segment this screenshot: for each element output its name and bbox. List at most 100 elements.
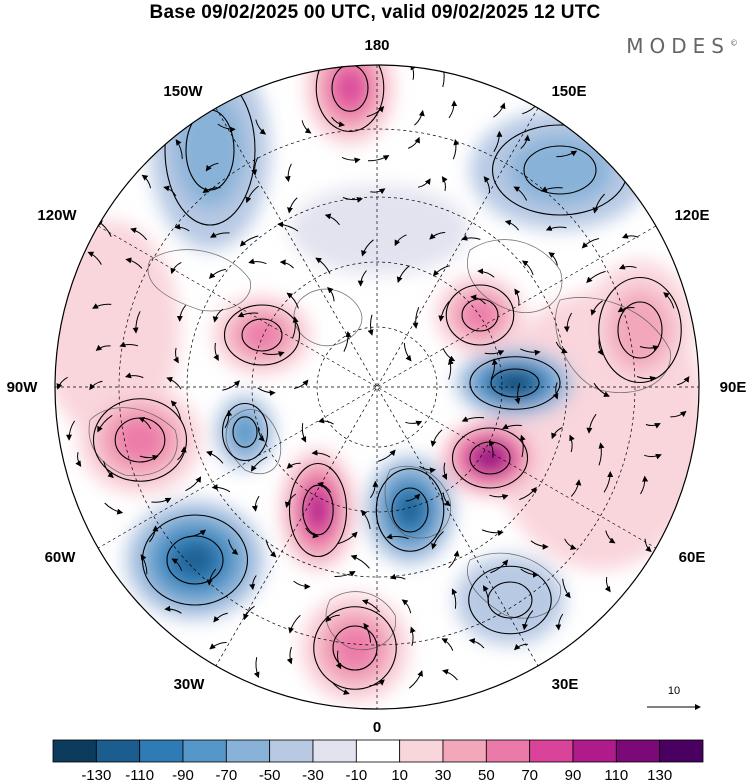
lon-label-90e: 90E [720, 379, 747, 396]
colorbar-swatch [225, 739, 271, 763]
colorbar-swatch [139, 739, 184, 763]
wind-arrow [166, 376, 182, 390]
wind-arrow [586, 270, 606, 284]
wind-arrow [104, 502, 124, 515]
anomaly-center [335, 69, 365, 107]
wind-arrow [461, 234, 481, 241]
wind-arrow [237, 311, 259, 318]
wind-arrow [644, 453, 662, 460]
wind-arrow [386, 533, 409, 540]
wind-arrow [430, 429, 443, 447]
wind-arrow [286, 292, 299, 309]
anomaly-contour [461, 298, 499, 332]
anomaly-contour [232, 416, 258, 448]
wind-arrow [504, 219, 520, 231]
wind-arrow [360, 509, 371, 529]
colorbar-swatch [269, 739, 314, 763]
wind-arrow [338, 531, 358, 545]
wind-arrow [311, 449, 331, 458]
wind-arrow [228, 539, 239, 555]
wind-arrow [56, 376, 68, 390]
colorbar-swatch [182, 739, 227, 763]
wind-arrow [636, 375, 657, 382]
wind-arrow [315, 257, 331, 274]
colorbar-tick-label: 110 [604, 767, 628, 783]
wind-arrow [493, 102, 506, 118]
meridian [97, 225, 657, 549]
wind-arrow [556, 150, 578, 158]
lon-label-60w: 60W [45, 549, 77, 566]
wind-arrow [119, 341, 139, 348]
wind-arrow [334, 571, 356, 578]
wind-arrow [350, 554, 370, 569]
wind-arrow [367, 155, 390, 162]
wind-arrow [287, 197, 298, 214]
wind-arrow [341, 156, 361, 164]
wind-arrow [209, 268, 226, 279]
wind-arrow [175, 139, 183, 160]
lon-label-180: 180 [364, 37, 389, 54]
colorbar-tick-label: -70 [215, 767, 237, 783]
colorbar-tick-label: 10 [391, 767, 408, 783]
wind-arrow [419, 465, 436, 474]
wind-arrow [519, 434, 526, 458]
wind-arrow [174, 223, 190, 232]
wind-arrow [530, 540, 549, 550]
wind-arrow [262, 351, 285, 357]
wind-arrow [185, 476, 202, 492]
brand-logo: MODES© [626, 34, 738, 58]
wind-arrow [502, 423, 522, 430]
wind-arrow [257, 426, 265, 442]
anomaly-contour [391, 487, 429, 533]
wind-arrow [249, 575, 257, 591]
wind-arrow [363, 622, 371, 643]
wind-arrow [163, 185, 177, 197]
wind-arrow [95, 344, 111, 351]
anomaly-contour [241, 318, 283, 352]
colorbar-tick-label: -30 [302, 767, 324, 783]
colorbar-swatch [399, 739, 444, 763]
wind-arrow [213, 612, 228, 623]
colorbar-swatch [95, 739, 141, 763]
wind-arrow [586, 413, 597, 434]
colorbar-tick-label: 30 [435, 767, 452, 783]
map-title: Base 09/02/2025 00 UTC, valid 09/02/2025… [149, 2, 601, 23]
wind-arrow [243, 605, 255, 621]
wind-arrow [206, 450, 224, 464]
wind-arrow [327, 287, 335, 302]
wind-arrow [132, 311, 141, 334]
colorbar-tick-label: 50 [478, 767, 495, 783]
wind-arrow [250, 456, 268, 472]
wind-arrow [305, 527, 319, 539]
wind-arrow [645, 423, 661, 429]
wind-arrow [562, 578, 571, 599]
wind-arrow [164, 605, 182, 614]
wind-arrow [103, 460, 114, 479]
anomaly-contour [468, 565, 552, 635]
anomaly-contours [92, 65, 682, 690]
colorbar-swatch [615, 739, 661, 763]
wind-arrow [551, 427, 563, 440]
wind-arrow [357, 270, 367, 287]
wind-arrow [335, 650, 342, 670]
wind-arrow [468, 638, 485, 649]
colorbar-tick-label: 90 [565, 767, 582, 783]
wind-arrow [343, 331, 352, 352]
wind-arrow [644, 538, 652, 553]
wind-arrow [618, 263, 637, 270]
wind-arrow [253, 657, 260, 679]
wind-arrow [173, 347, 179, 364]
wind-arrow [97, 414, 113, 433]
wind-arrow [125, 257, 143, 269]
wind-arrow [676, 376, 690, 386]
anomaly-contour [166, 535, 224, 585]
anomaly-contour [598, 276, 682, 384]
wind-arrow [545, 225, 567, 231]
wind-arrow [569, 434, 575, 453]
wind-arrow [89, 380, 103, 391]
wind-arrow [438, 301, 450, 322]
colorbar-tick-label: -110 [125, 767, 154, 783]
wind-arrow [389, 573, 406, 580]
wind-arrow [563, 312, 573, 333]
colorbar: -130 -110 -90 -70 -50 -30 -10 10 30 50 70 90 110 130 [52, 739, 704, 783]
